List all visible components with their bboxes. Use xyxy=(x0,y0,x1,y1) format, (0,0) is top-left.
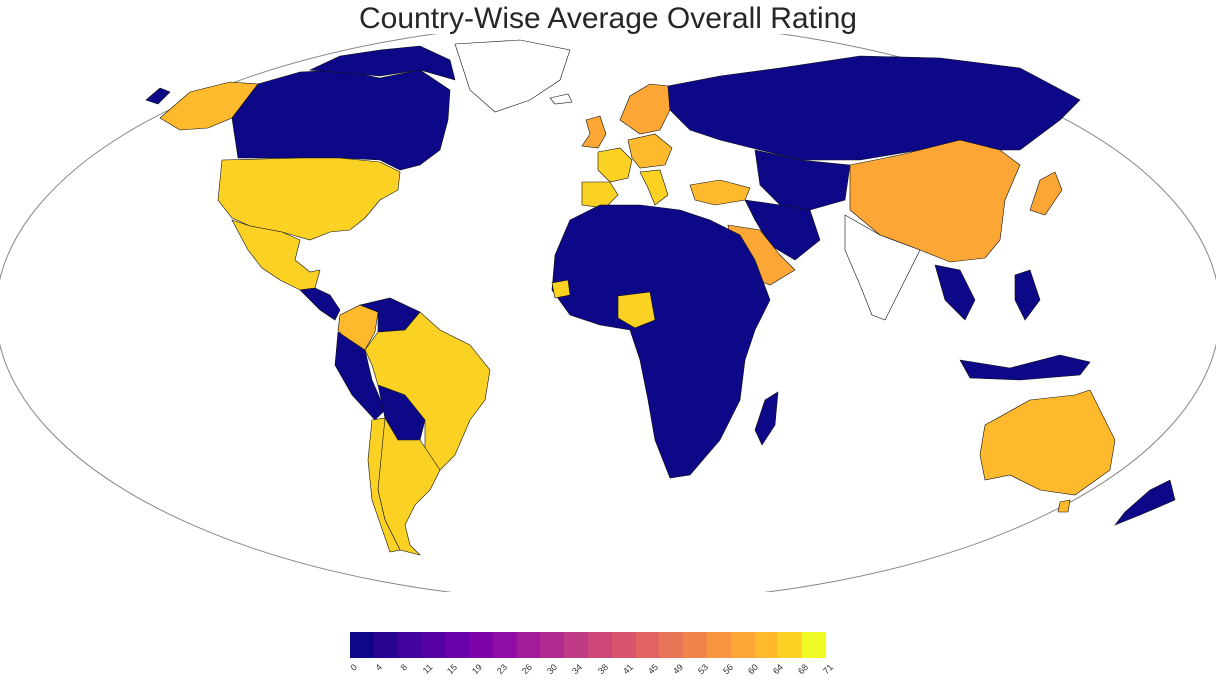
colorbar-tick-label: 0 xyxy=(348,662,360,673)
map-title: Country-Wise Average Overall Rating xyxy=(359,2,857,35)
region-africa[interactable] xyxy=(551,204,771,479)
colorbar-swatch xyxy=(778,632,803,658)
colorbar: 0 4 8 11 15 19 23 26 30 34 38 41 45 49 53 56 60 64 68 71 xyxy=(348,632,835,682)
region-india[interactable] xyxy=(844,214,921,321)
colorbar-tick-label: 8 xyxy=(398,662,410,673)
colorbar-swatch xyxy=(754,632,779,658)
region-iceland[interactable] xyxy=(549,93,573,105)
countries-layer xyxy=(145,39,1176,556)
colorbar-swatch xyxy=(611,632,637,658)
region-united-kingdom[interactable] xyxy=(581,115,607,149)
region-madagascar[interactable] xyxy=(754,391,779,446)
colorbar-tick-label: 53 xyxy=(695,662,710,677)
colorbar-tick-label: 41 xyxy=(620,662,635,677)
region-chile[interactable] xyxy=(367,417,401,553)
colorbar-swatch xyxy=(802,632,827,658)
colorbar-swatch xyxy=(564,632,589,658)
colorbar-swatch xyxy=(516,632,541,658)
region-germany[interactable] xyxy=(627,133,673,169)
region-brazil[interactable] xyxy=(364,311,491,471)
region-japan[interactable] xyxy=(1029,171,1063,216)
colorbar-tick-label: 26 xyxy=(520,662,535,677)
colorbar-swatch xyxy=(730,632,756,658)
region-france[interactable] xyxy=(597,147,633,183)
colorbar-swatch xyxy=(588,632,613,658)
colorbar-tick-label: 64 xyxy=(770,662,785,677)
region-senegal[interactable] xyxy=(551,279,571,299)
region-central-america[interactable] xyxy=(299,287,341,321)
colorbar-tick-label: 68 xyxy=(795,662,811,677)
region-canada-arctic[interactable] xyxy=(308,45,456,81)
region-peru[interactable] xyxy=(334,331,386,421)
colorbar-swatch xyxy=(659,632,684,658)
colorbar-swatch xyxy=(492,632,518,658)
colorbar-tick-label: 56 xyxy=(720,662,735,677)
region-australia[interactable] xyxy=(979,389,1116,496)
region-mexico[interactable] xyxy=(231,219,321,291)
colorbar-tick-label: 34 xyxy=(570,662,585,677)
colorbar-swatch xyxy=(397,632,422,658)
colorbar-swatch xyxy=(635,632,660,658)
region-spain[interactable] xyxy=(581,181,619,209)
colorbar-tick-label: 23 xyxy=(495,662,510,677)
colorbar-tick-label: 38 xyxy=(595,662,610,677)
colorbar-tick-label: 11 xyxy=(420,662,435,676)
region-italy[interactable] xyxy=(639,169,669,206)
colorbar-tick-label: 19 xyxy=(470,662,485,677)
region-indonesia[interactable] xyxy=(959,354,1091,381)
region-united-states[interactable] xyxy=(217,157,401,241)
colorbar-swatch xyxy=(540,632,565,658)
region-philippines[interactable] xyxy=(1014,269,1041,321)
colorbar-swatch xyxy=(421,632,446,658)
region-southeast-asia[interactable] xyxy=(934,264,976,321)
region-tasmania[interactable] xyxy=(1057,499,1071,513)
colorbar-swatch xyxy=(373,632,399,658)
region-new-zealand[interactable] xyxy=(1114,479,1176,526)
colorbar-tick-label: 45 xyxy=(645,662,660,677)
region-canada[interactable] xyxy=(231,69,451,171)
region-nigeria[interactable] xyxy=(617,291,656,329)
colorbar-swatch xyxy=(683,632,708,658)
region-central-asia[interactable] xyxy=(754,149,851,211)
colorbar-swatch xyxy=(350,632,375,658)
colorbar-swatch xyxy=(707,632,732,658)
colorbar-tick-label: 60 xyxy=(745,662,760,677)
world-map xyxy=(0,34,1216,592)
colorbar-tick-label: 71 xyxy=(820,662,836,677)
region-greenland[interactable] xyxy=(454,39,571,113)
colorbar-tick-label: 15 xyxy=(445,662,460,677)
colorbar-swatch xyxy=(445,632,470,658)
colorbar-tick-label: 49 xyxy=(670,662,685,677)
colorbar-tick-label: 4 xyxy=(373,662,385,673)
colorbar-swatch xyxy=(469,632,494,658)
region-aleutians[interactable] xyxy=(145,87,171,105)
region-iran[interactable] xyxy=(744,199,821,261)
colorbar-tick-label: 30 xyxy=(545,662,560,677)
